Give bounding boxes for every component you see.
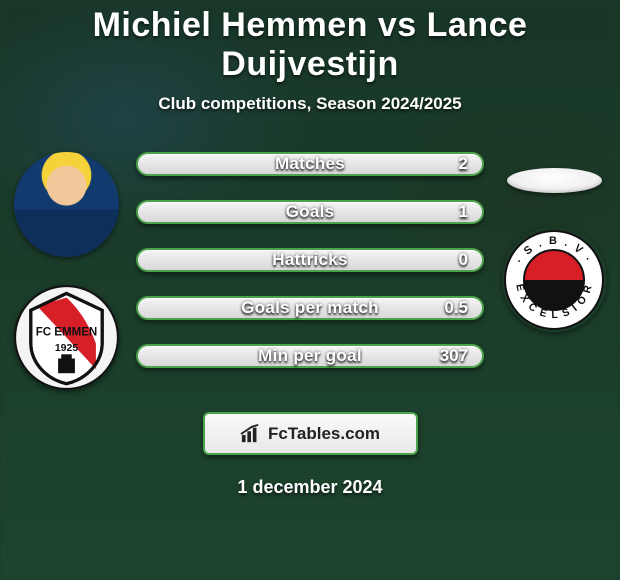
right-column: · S . B . V · E X C E L S I O R <box>494 142 614 332</box>
subtitle: Club competitions, Season 2024/2025 <box>0 94 620 114</box>
brand-text: FcTables.com <box>268 424 380 444</box>
stat-value: 0.5 <box>444 298 468 318</box>
stat-label: Goals <box>286 202 335 222</box>
club-left-crest: FC EMMEN 1925 <box>14 285 119 390</box>
stat-bar-min-per-goal: Min per goal 307 <box>136 344 484 368</box>
left-column: FC EMMEN 1925 <box>6 142 126 390</box>
stat-value: 0 <box>459 250 468 270</box>
stat-label: Hattricks <box>272 250 347 270</box>
comparison-row: FC EMMEN 1925 Matches 2 Goals 1 Hattrick… <box>0 142 620 390</box>
club-right-crest: · S . B . V · E X C E L S I O R <box>502 227 607 332</box>
stat-label: Min per goal <box>258 346 362 366</box>
chart-icon <box>240 424 262 444</box>
stat-value: 307 <box>440 346 468 366</box>
stat-bar-matches: Matches 2 <box>136 152 484 176</box>
stats-column: Matches 2 Goals 1 Hattricks 0 Goals per … <box>126 142 494 368</box>
brand-badge: FcTables.com <box>203 412 418 455</box>
stat-bar-goals-per-match: Goals per match 0.5 <box>136 296 484 320</box>
page-title: Michiel Hemmen vs Lance Duijvestijn <box>0 0 620 84</box>
stat-bar-goals: Goals 1 <box>136 200 484 224</box>
stat-value: 2 <box>459 154 468 174</box>
stat-bar-hattricks: Hattricks 0 <box>136 248 484 272</box>
stat-label: Matches <box>275 154 345 174</box>
date-line: 1 december 2024 <box>0 477 620 498</box>
stat-value: 1 <box>459 202 468 222</box>
svg-text:FC EMMEN: FC EMMEN <box>35 326 97 338</box>
player-left-avatar <box>14 152 119 257</box>
player-right-avatar <box>507 168 602 193</box>
stat-label: Goals per match <box>241 298 379 318</box>
svg-text:1925: 1925 <box>54 342 78 354</box>
